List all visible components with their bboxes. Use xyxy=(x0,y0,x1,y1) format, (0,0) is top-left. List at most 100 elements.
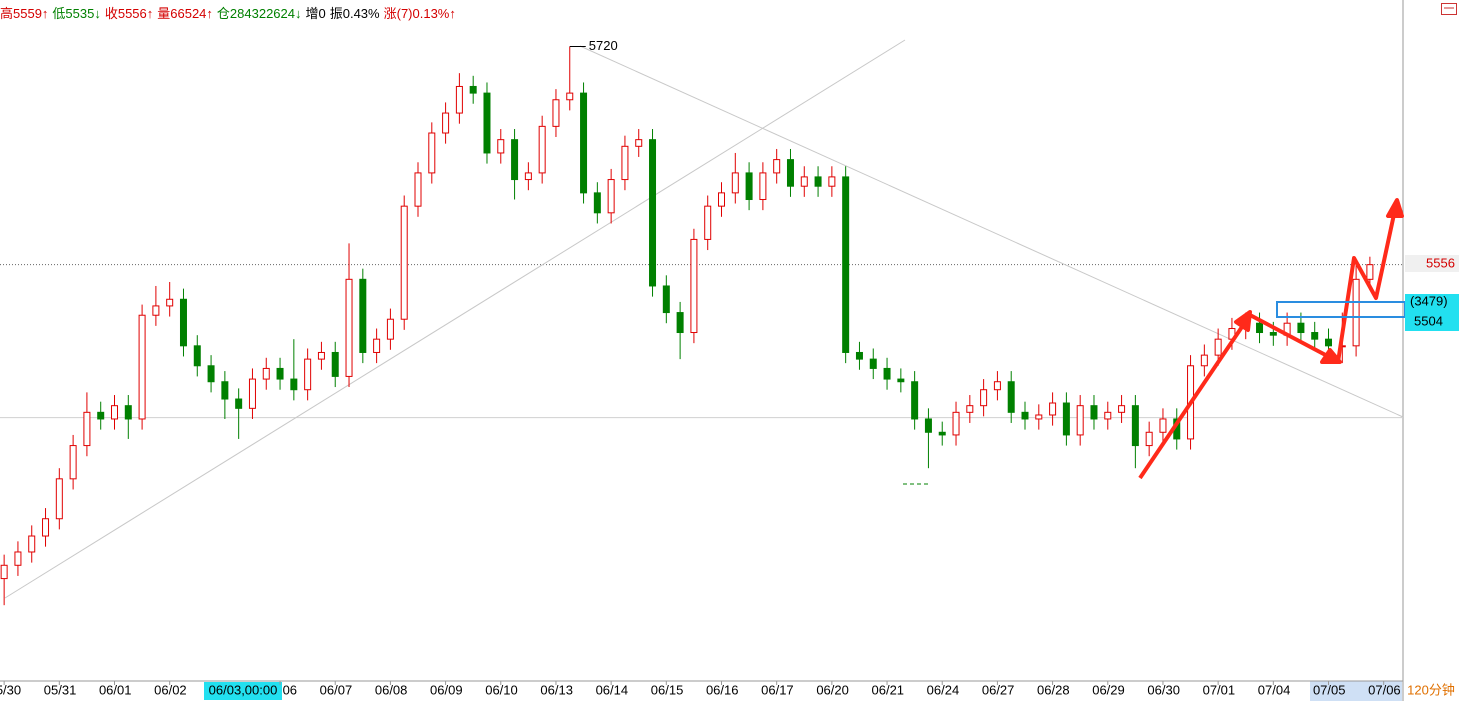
candle-body xyxy=(469,85,477,94)
high-label: 5720 xyxy=(589,38,618,53)
candle-body xyxy=(662,285,670,314)
header-item: 低5535↓ xyxy=(52,6,101,21)
trend-line xyxy=(579,45,1404,418)
candle-body xyxy=(262,367,270,380)
x-tick-label: 06/27 xyxy=(982,682,1015,697)
x-tick-label: 06/29 xyxy=(1092,682,1125,697)
candle-body xyxy=(1256,322,1264,334)
x-tick-label: 06/15 xyxy=(651,682,684,697)
candle-body xyxy=(511,139,519,181)
info-label: (3479) xyxy=(1410,293,1448,308)
candle-body xyxy=(800,176,808,187)
candle-body xyxy=(1366,264,1374,280)
candle-body xyxy=(442,112,450,134)
candle-body xyxy=(1090,405,1098,420)
x-tick-label: 06/08 xyxy=(375,682,408,697)
candle-body xyxy=(1159,418,1167,433)
candle-body xyxy=(345,278,353,377)
candle-body xyxy=(290,378,298,391)
candle-body xyxy=(538,125,546,174)
x-tick-label: 05/30 xyxy=(0,682,21,697)
candle-body xyxy=(1311,332,1319,340)
header-item: 收5556↑ xyxy=(104,6,154,21)
candle-body xyxy=(855,351,863,360)
candle-body xyxy=(1131,405,1139,447)
candle-body xyxy=(166,298,174,307)
candle-body xyxy=(1352,278,1360,347)
candle-body xyxy=(179,298,187,347)
candle-body xyxy=(759,172,767,201)
candle-body xyxy=(455,85,463,114)
candle-body xyxy=(83,411,91,447)
candle-body xyxy=(883,367,891,380)
candle-body xyxy=(980,389,988,407)
x-tick-label: 06/20 xyxy=(816,682,849,697)
candle-body xyxy=(0,564,8,580)
arrow-head xyxy=(1320,348,1342,364)
candle-body xyxy=(235,398,243,409)
candle-body xyxy=(97,411,105,420)
candle-body xyxy=(938,431,946,436)
x-tick-label: 06 xyxy=(283,682,297,697)
x-tick-label: 05/31 xyxy=(44,682,77,697)
candle-body xyxy=(566,92,574,101)
candle-body xyxy=(69,445,77,480)
x-tick-label: 07/04 xyxy=(1258,682,1291,697)
x-tick-label: 07/05 xyxy=(1313,682,1346,697)
candle-body xyxy=(828,176,836,187)
arrow-head xyxy=(1386,198,1404,218)
candle-body xyxy=(993,381,1001,391)
cursor-box xyxy=(204,682,282,700)
cursor-label: 06/03,00:00 xyxy=(209,682,278,697)
candle-body xyxy=(593,192,601,214)
candle-body xyxy=(124,405,132,420)
candle-body xyxy=(607,179,615,214)
arrows xyxy=(1138,198,1404,480)
candle-body xyxy=(152,305,160,316)
x-tick-label: 06/02 xyxy=(154,682,187,697)
x-tick-label: 06/17 xyxy=(761,682,794,697)
trend-line xyxy=(4,39,906,599)
x-tick-label: 06/13 xyxy=(540,682,573,697)
window-icon xyxy=(1441,3,1457,15)
candle-body xyxy=(621,145,629,181)
info-label: 5504 xyxy=(1414,313,1443,328)
x-tick-label: 06/09 xyxy=(430,682,463,697)
candle-body xyxy=(1118,405,1126,413)
candle-body xyxy=(1007,381,1015,413)
box-annotation xyxy=(1276,301,1406,318)
candle-body xyxy=(649,139,657,287)
candle-body xyxy=(842,176,850,353)
candle-body xyxy=(331,351,339,377)
x-tick-label: 06/01 xyxy=(99,682,132,697)
candle-body xyxy=(1035,414,1043,420)
candle-body xyxy=(138,314,146,420)
candle-body xyxy=(497,139,505,154)
candle-body xyxy=(1269,332,1277,336)
candle-body xyxy=(745,172,753,201)
candle-body xyxy=(1145,431,1153,447)
candle-body xyxy=(524,172,532,181)
candle-body xyxy=(248,378,256,409)
candle-body xyxy=(1049,402,1057,416)
x-tick-label: 07/06 xyxy=(1368,682,1401,697)
candle-body xyxy=(317,351,325,360)
candle-body xyxy=(14,551,22,566)
price-tag xyxy=(1405,255,1459,272)
candle-body xyxy=(386,318,394,340)
info-tag xyxy=(1405,294,1459,331)
candle-body xyxy=(400,205,408,320)
candle-body xyxy=(373,338,381,353)
candle-body xyxy=(924,418,932,433)
candle-body xyxy=(580,92,588,194)
candle-body xyxy=(952,411,960,436)
candle-body xyxy=(897,378,905,383)
arrow-head xyxy=(1234,310,1252,332)
header-item: 量66524↑ xyxy=(157,6,213,21)
candle-body xyxy=(773,159,781,174)
candle-body xyxy=(207,365,215,383)
x-tick-label: 06/30 xyxy=(1147,682,1180,697)
candle-body xyxy=(1325,338,1333,347)
